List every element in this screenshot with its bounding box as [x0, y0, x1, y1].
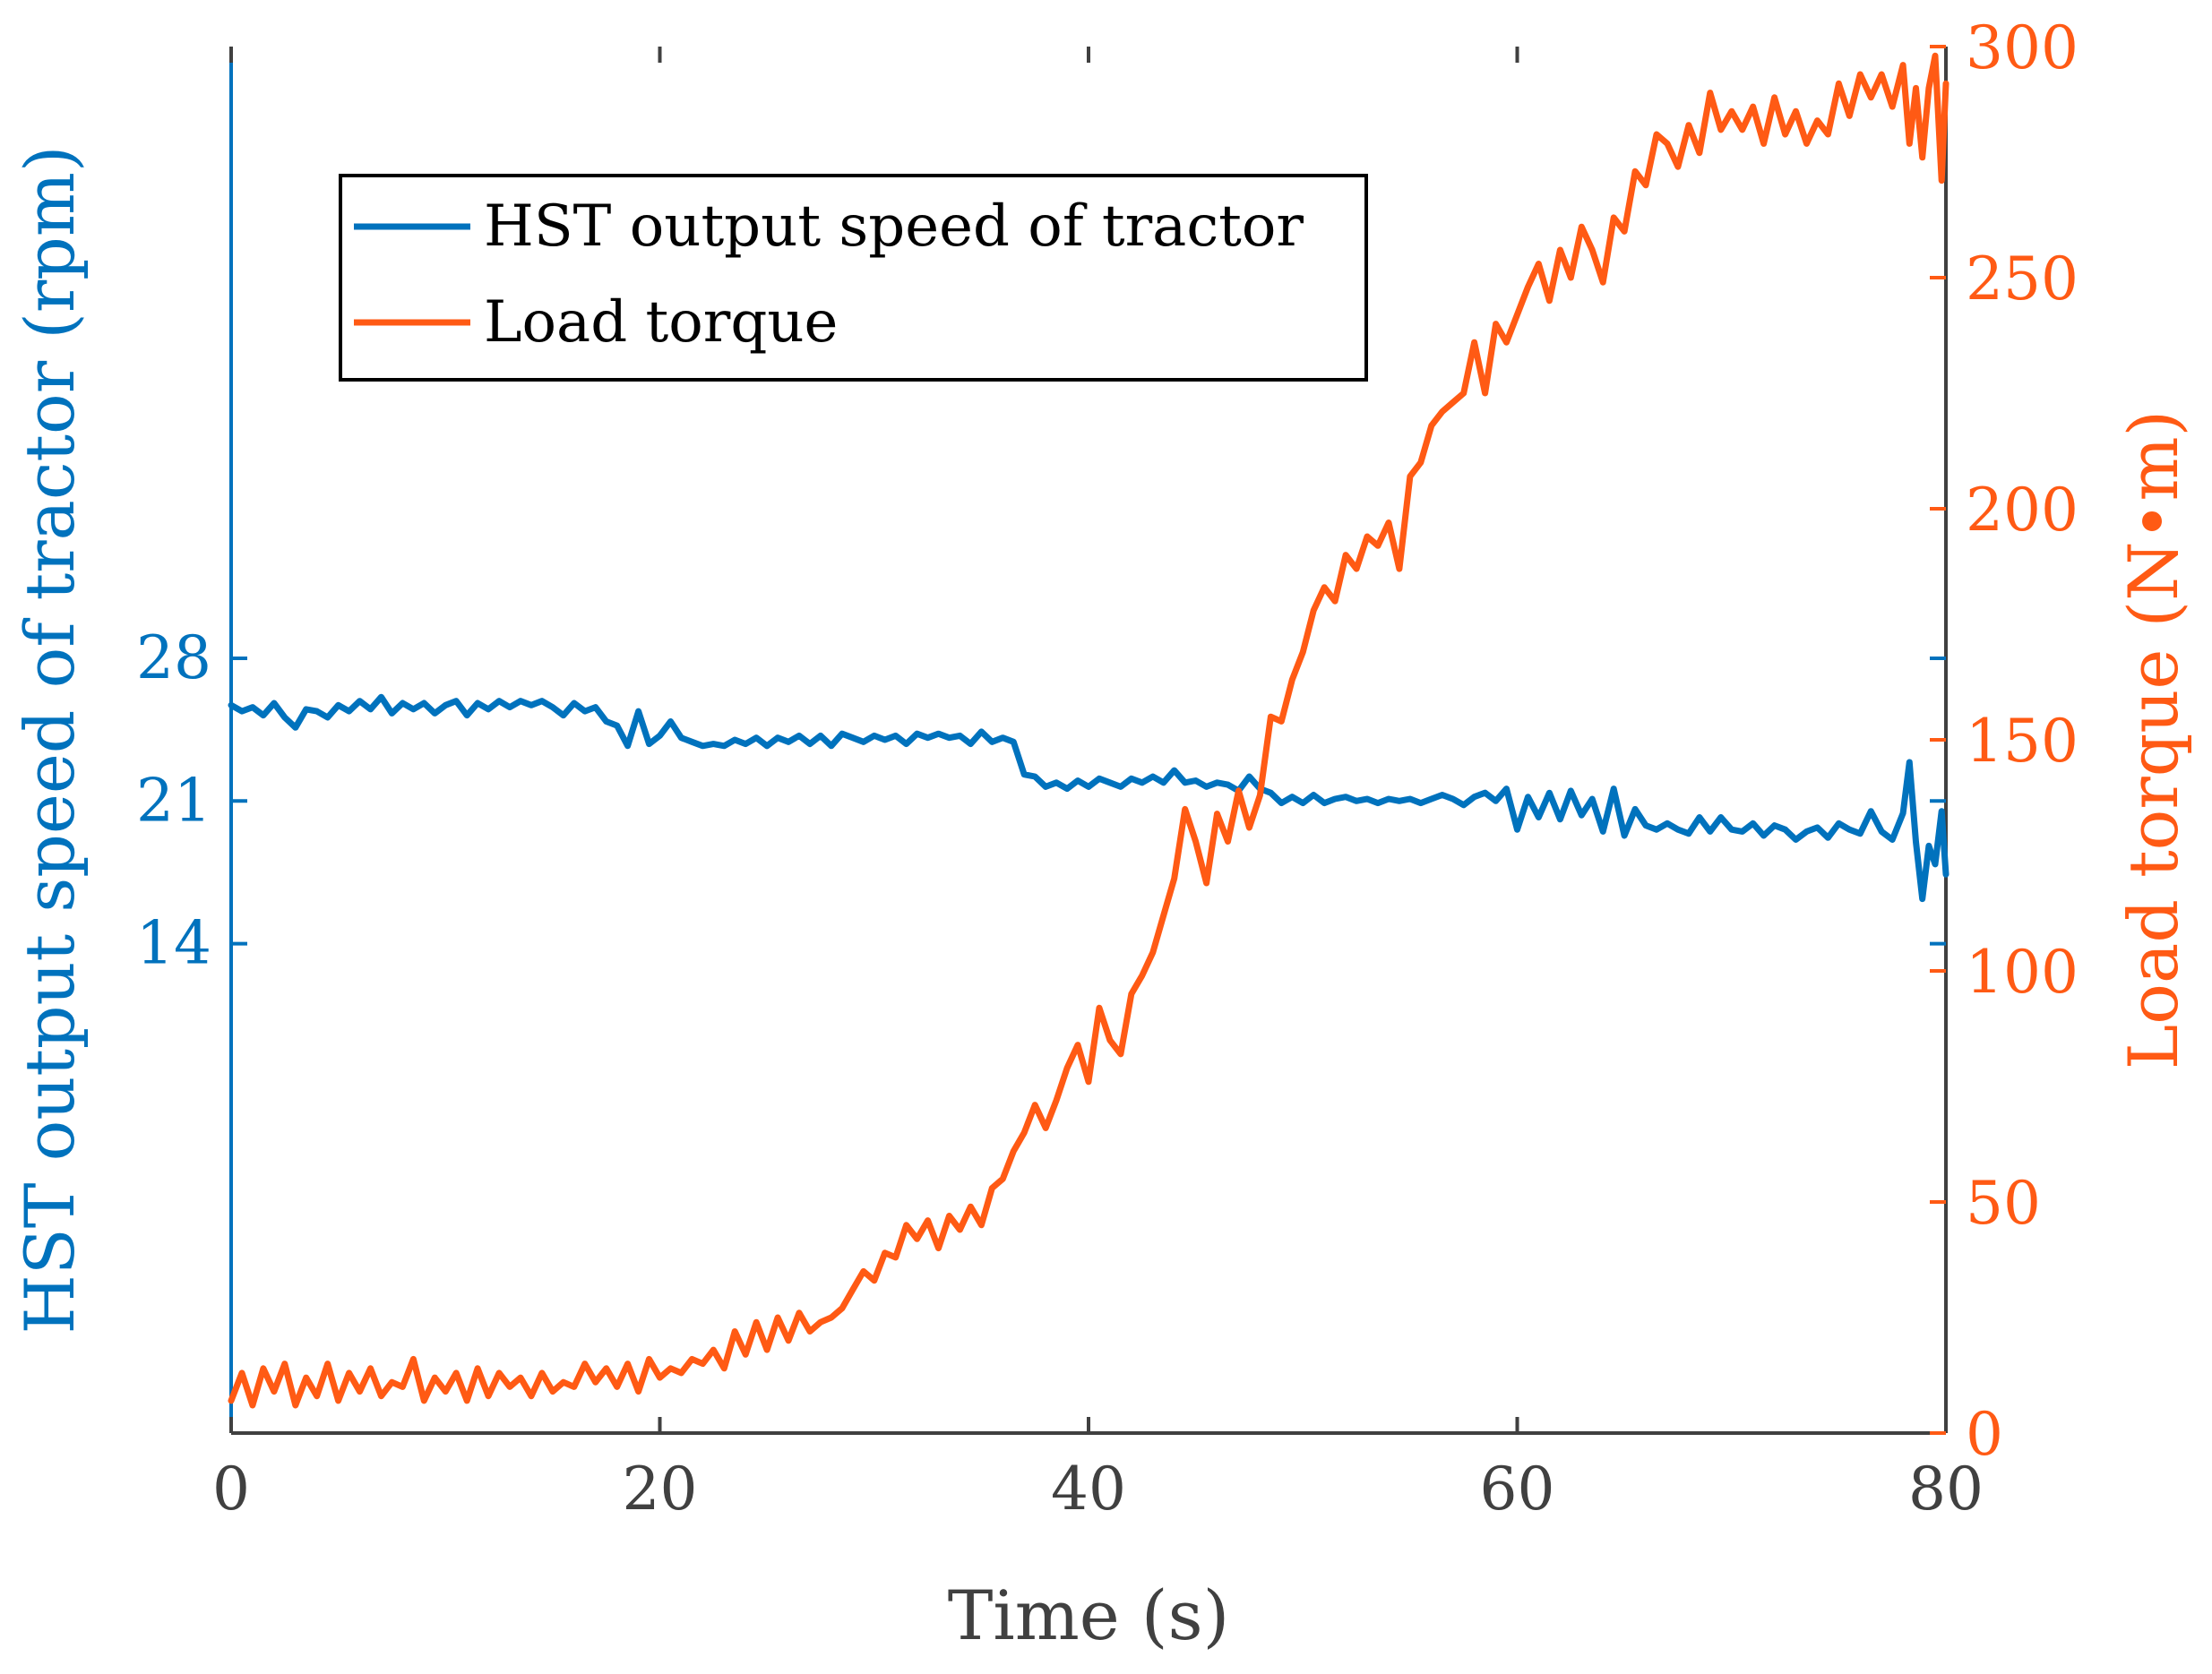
x-tick-label: 20 — [623, 1455, 698, 1524]
left-y-axis-title: HST output speed of tractor (rpm) — [10, 145, 90, 1334]
legend-label-torque: Load torque — [484, 289, 838, 356]
legend-box — [339, 174, 1368, 382]
left-y-axis-ticks: 14 21 28 — [136, 623, 1946, 978]
x-tick-label: 40 — [1051, 1455, 1126, 1524]
right-y-tick-label: 50 — [1966, 1169, 2041, 1238]
legend-label-speed: HST output speed of tractor — [484, 193, 1304, 260]
right-y-tick-label: 0 — [1966, 1400, 2003, 1469]
x-tick-label: 60 — [1480, 1455, 1555, 1524]
series-line-torque — [228, 52, 1949, 1409]
series-line-speed — [228, 693, 1949, 903]
x-tick-label: 80 — [1908, 1455, 1984, 1524]
right-y-axis-title: Load torque (N•m) — [2113, 410, 2193, 1069]
x-axis-title: Time (s) — [948, 1575, 1230, 1655]
right-y-tick-label: 300 — [1966, 13, 2079, 82]
left-y-tick-label: 28 — [136, 623, 211, 692]
right-y-tick-label: 100 — [1966, 938, 2079, 1007]
legend: HST output speed of tractor Load torque — [339, 174, 1368, 382]
right-y-tick-label: 250 — [1966, 245, 2079, 313]
series-layer — [228, 52, 1949, 1409]
right-y-axis-ticks: 0 50 100 150 200 250 300 — [1930, 13, 2079, 1469]
x-tick-label: 0 — [212, 1455, 250, 1524]
right-y-tick-label: 150 — [1966, 707, 2079, 776]
x-axis-ticks: 0 20 40 60 80 — [212, 47, 1984, 1524]
left-y-tick-label: 14 — [136, 909, 211, 978]
right-y-tick-label: 200 — [1966, 476, 2079, 545]
left-y-tick-label: 21 — [136, 766, 211, 835]
